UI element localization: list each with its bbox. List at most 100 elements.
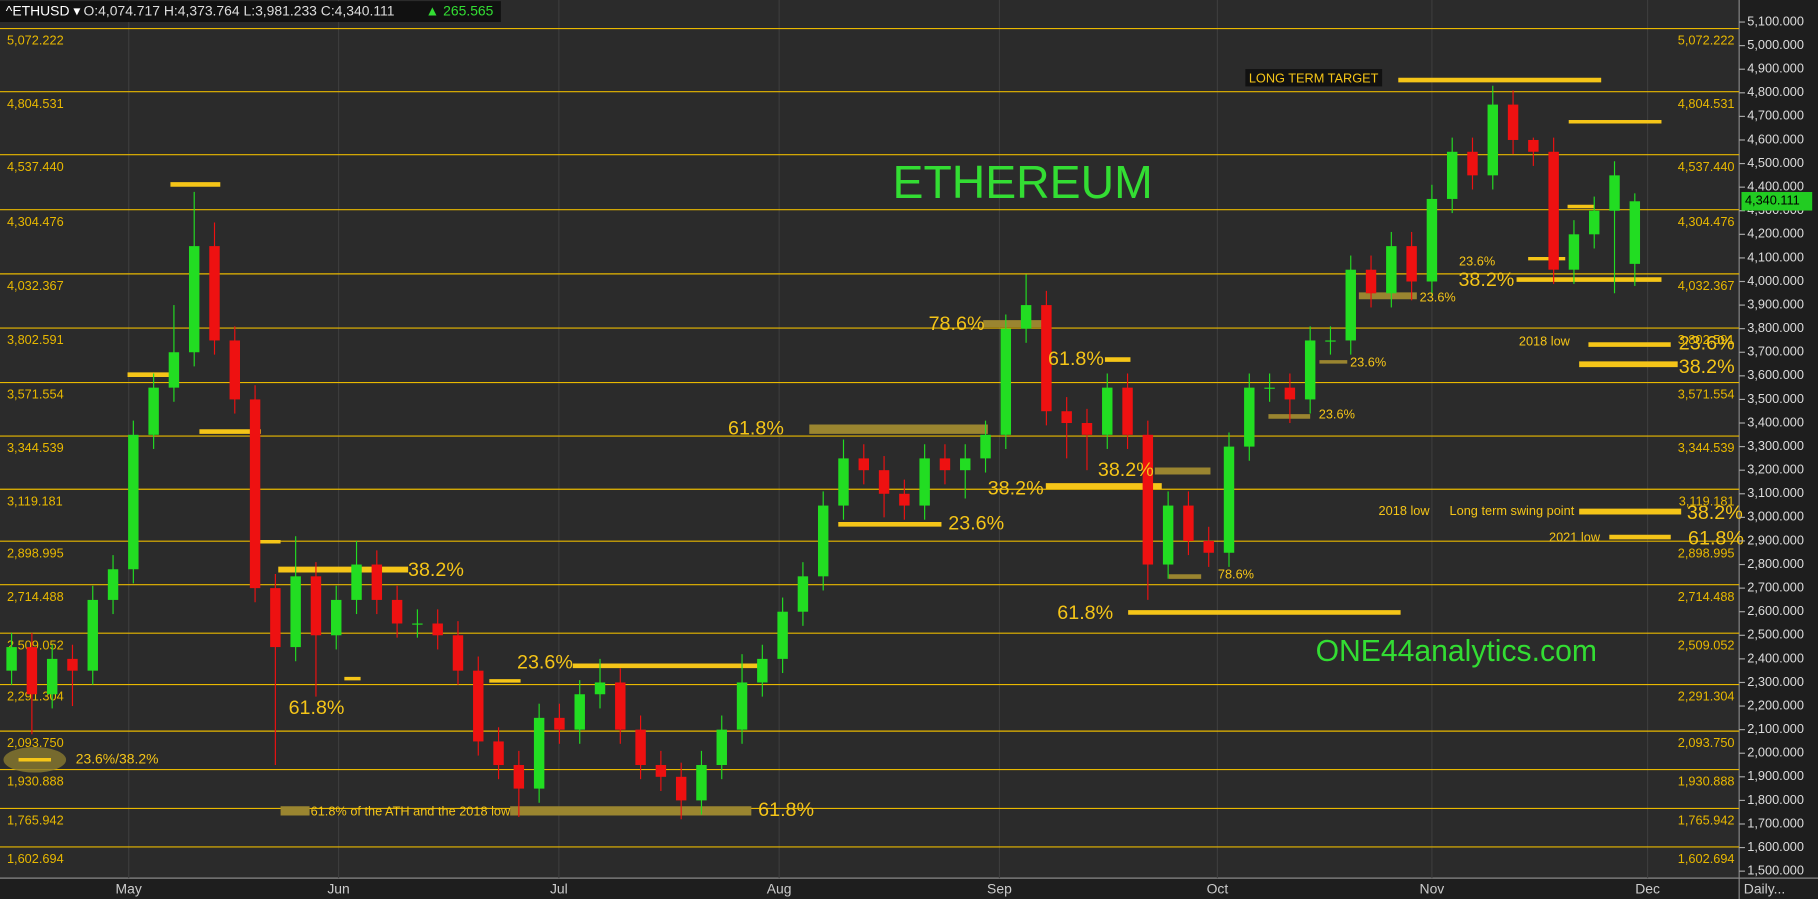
level-label-right: 4,537.440 <box>1678 159 1735 174</box>
level-label-right: 3,571.554 <box>1678 387 1735 402</box>
y-tick-label: 1,800.000 <box>1747 792 1804 807</box>
level-label-left: 4,537.440 <box>7 159 64 174</box>
candle-body <box>1528 139 1539 152</box>
annotation: 61.8% <box>758 799 814 821</box>
candle-body <box>716 729 727 766</box>
candle-body <box>1061 411 1072 424</box>
level-label-right: 1,602.694 <box>1678 851 1735 866</box>
candle-body <box>777 611 788 659</box>
annotation: Long term swing point <box>1450 503 1575 518</box>
level-label-right: 3,802.591 <box>1678 332 1735 347</box>
candle-body <box>148 387 159 435</box>
candle-body <box>1203 540 1214 553</box>
y-tick-label: 4,700.000 <box>1747 108 1804 123</box>
annotation: 23.6% <box>1459 254 1495 269</box>
annotation: 61.8% of the ATH and the 2018 low <box>311 803 511 818</box>
price-tag-box <box>1741 191 1813 211</box>
y-tick-label: 3,900.000 <box>1747 296 1804 311</box>
y-tick-label: 4,900.000 <box>1747 61 1804 76</box>
y-tick-label: 2,800.000 <box>1747 556 1804 571</box>
level-label-right: 3,119.181 <box>1679 493 1735 508</box>
candle-body <box>757 658 768 683</box>
level-label-left: 3,344.539 <box>7 440 64 455</box>
candles <box>6 85 1641 820</box>
candle-body <box>1365 269 1377 294</box>
candle-body <box>1162 505 1174 565</box>
candle-body <box>980 434 991 459</box>
x-tick-label: Sep <box>987 880 1012 896</box>
candle-body <box>1000 328 1012 435</box>
candle-body <box>1081 423 1093 435</box>
candle-body <box>473 670 484 742</box>
y-tick-label: 1,900.000 <box>1747 768 1804 783</box>
candle-body <box>188 246 200 353</box>
candle-body <box>1142 434 1154 565</box>
header-box <box>0 1 501 23</box>
y-tick-label: 4,100.000 <box>1747 249 1804 264</box>
candle-body <box>432 623 443 636</box>
candle-body <box>899 493 910 506</box>
annotation: 23.6% <box>517 652 573 674</box>
y-tick-label: 4,400.000 <box>1747 179 1804 194</box>
annotation: 38.2% <box>408 559 464 581</box>
y-tick-label: 2,100.000 <box>1747 721 1804 736</box>
candle-body <box>67 658 78 671</box>
candle-body <box>1589 210 1600 235</box>
level-label-right: 2,714.488 <box>1678 589 1735 604</box>
candle-body <box>1467 151 1478 176</box>
ohlc: O:4,074.717 H:4,373.764 L:3,981.233 C:4,… <box>83 2 394 18</box>
candle-body <box>1223 446 1235 553</box>
y-tick-label: 3,500.000 <box>1747 391 1804 406</box>
price-tag: 4,340.111 <box>1745 193 1800 208</box>
annotation: 23.6% <box>1350 354 1386 369</box>
annotation: 61.8% <box>728 417 784 439</box>
y-tick-label: 1,600.000 <box>1747 839 1804 854</box>
candle-body <box>1507 104 1519 140</box>
x-tick-label: May <box>116 880 142 896</box>
level-label-left: 1,602.694 <box>7 851 64 866</box>
candle-body <box>128 434 139 570</box>
y-tick-label: 1,500.000 <box>1747 863 1804 878</box>
candle-body <box>533 717 545 789</box>
candle-body <box>493 741 504 766</box>
levels: 5,072.222 5,072.222 4,804.531 4,804.531 4,53… <box>0 28 1740 866</box>
candle-body <box>1548 151 1559 270</box>
candle-body <box>594 682 606 695</box>
candle-body <box>615 682 626 730</box>
candle-body <box>452 635 464 671</box>
level-label-left: 5,072.222 <box>7 33 64 48</box>
candle-body <box>290 576 301 648</box>
level-label-right: 2,898.995 <box>1678 545 1735 560</box>
candle-body <box>26 647 38 695</box>
symbol: ^ETHUSD ▾ <box>6 2 81 18</box>
annotations: ETHEREUM ONE44analytics.com LONG TERM TARG… <box>76 69 1744 821</box>
annotation: 2018 low <box>1519 334 1571 349</box>
annotation: 2021 low <box>1549 530 1601 545</box>
candle-body <box>1345 269 1356 341</box>
level-label-left: 3,571.554 <box>7 387 64 402</box>
level-label-right: 2,291.304 <box>1678 689 1735 704</box>
y-tick-label: 3,300.000 <box>1747 438 1804 453</box>
time-axis-area <box>0 878 1818 899</box>
level-label-left: 3,802.591 <box>7 332 64 347</box>
annotation: 38.2% <box>1458 269 1514 291</box>
y-tick-label: 3,800.000 <box>1747 320 1804 335</box>
candle-body <box>6 647 17 671</box>
candle-body <box>696 765 707 801</box>
candle-body <box>878 470 890 494</box>
annotation: ETHEREUM <box>893 156 1153 208</box>
level-label-right: 1,930.888 <box>1678 774 1735 789</box>
annotation: 38.2% <box>1098 459 1154 481</box>
y-tick-label: 2,300.000 <box>1747 674 1804 689</box>
candle-body <box>371 564 383 600</box>
level-label-right: 1,765.942 <box>1678 813 1735 828</box>
x-tick-label: Jul <box>550 880 568 896</box>
y-tick-label: 3,400.000 <box>1747 414 1804 429</box>
candle-body <box>87 599 98 671</box>
annotation: 61.8% <box>289 697 345 719</box>
candle-body <box>1020 305 1032 329</box>
candle-body <box>1284 387 1296 400</box>
candle-body <box>858 458 869 471</box>
candle-body <box>736 682 748 730</box>
